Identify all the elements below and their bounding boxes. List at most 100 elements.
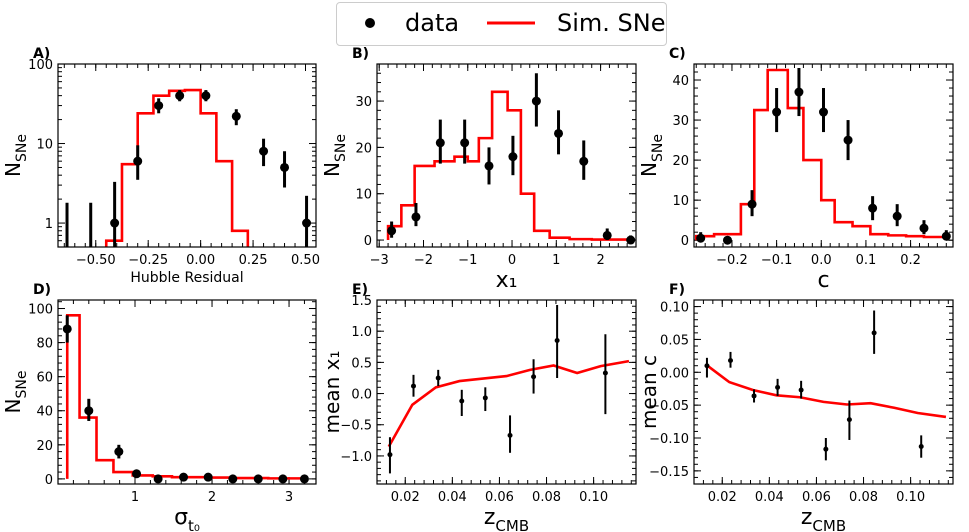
data-point	[626, 235, 636, 245]
x-axis-label: Hubble Residual	[130, 270, 243, 286]
x-tick-label: 2	[208, 490, 216, 505]
y-tick-label: −0.10	[649, 432, 689, 447]
data-point	[868, 203, 878, 213]
x-tick-label: −2	[414, 253, 433, 268]
data-point	[696, 233, 706, 243]
data-point	[819, 107, 828, 117]
x-tick-label: 1	[131, 490, 139, 505]
data-point	[772, 107, 782, 117]
y-tick-label: 0.00	[660, 366, 689, 381]
y-axis-label: NSNe	[637, 134, 666, 177]
sim-curve	[104, 88, 250, 247]
y-tick-label: 0.5	[351, 356, 372, 371]
y-tick-label: 40	[36, 405, 53, 420]
panel-label: A)	[33, 46, 50, 62]
data-point	[507, 432, 513, 438]
data-point	[460, 138, 470, 148]
data-point	[579, 156, 589, 166]
data-point	[63, 252, 72, 261]
data-point	[110, 218, 120, 228]
x-tick-label: −1	[458, 253, 477, 268]
y-tick-label: 1.0	[351, 325, 372, 340]
legend-data-marker	[365, 18, 375, 28]
y-tick-label: −1.0	[340, 450, 372, 465]
data-point	[387, 452, 393, 458]
x-tick-label: 0	[508, 253, 516, 268]
x-tick-label: −0.2	[716, 253, 748, 268]
data-point	[794, 87, 804, 97]
data-point	[823, 446, 829, 452]
y-tick-label: −0.15	[649, 465, 689, 480]
x-tick-label: 0.04	[438, 490, 467, 505]
data-point	[602, 370, 608, 376]
data-point	[201, 91, 211, 101]
y-axis-label: NSNe	[320, 134, 349, 177]
axes-frame	[693, 299, 954, 485]
data-point	[918, 444, 924, 450]
y-axis-label: mean x₁	[320, 351, 344, 434]
data-point	[410, 383, 416, 389]
plot-area	[694, 68, 951, 245]
y-tick-label: 0.0	[351, 388, 372, 403]
x-tick-label: 0.25	[239, 253, 268, 268]
x-axis-label: σt₀	[174, 505, 200, 532]
y-tick-label: 0	[364, 234, 372, 249]
data-point	[114, 447, 124, 457]
data-point	[482, 395, 488, 401]
axes-frame	[57, 299, 317, 485]
y-tick-label: 20	[355, 141, 372, 156]
panel-6: 0.02 0.04 0.06 0.08 0.10 −0.15 −0.10 −0.05 0.00 0…	[637, 282, 954, 532]
x-tick-label: 0.08	[532, 490, 561, 505]
data-point	[871, 330, 877, 336]
data-point	[554, 338, 560, 344]
x-axis-label: c	[817, 268, 829, 293]
data-point	[508, 152, 518, 162]
data-point	[228, 474, 238, 484]
data-point	[435, 138, 445, 148]
plot-area	[704, 310, 947, 461]
y-tick-label: 30	[672, 114, 689, 129]
y-tick-label: 10	[672, 194, 689, 209]
axes-frame	[376, 63, 637, 248]
data-point	[231, 111, 241, 121]
data-point	[302, 218, 312, 228]
sim-curve	[386, 90, 631, 241]
x-tick-label: 2	[596, 253, 604, 268]
y-axis-label: mean c	[637, 355, 661, 429]
data-point	[531, 96, 541, 106]
ticks	[376, 299, 636, 484]
x-tick-label: −0.50	[76, 253, 116, 268]
data-point	[62, 324, 72, 334]
x-tick-label: −0.1	[761, 253, 793, 268]
y-tick-label: 10	[355, 188, 372, 203]
data-point	[299, 474, 309, 484]
ticks	[57, 300, 316, 484]
x-tick-label: 0.50	[291, 253, 320, 268]
data-point	[531, 374, 537, 380]
y-tick-label: 10	[36, 138, 53, 153]
data-point	[411, 212, 421, 222]
x-tick-label: 0.10	[896, 490, 925, 505]
x-tick-label: 0.06	[485, 490, 514, 505]
data-point	[846, 417, 852, 423]
data-point	[843, 135, 853, 145]
y-axis-label: NSNe	[1, 134, 30, 177]
y-tick-label: 100	[28, 58, 53, 73]
data-point	[84, 406, 94, 416]
panel-label: E)	[352, 282, 368, 298]
data-point	[798, 387, 804, 393]
y-tick-label: 30	[355, 95, 372, 110]
panel-label: F)	[669, 282, 685, 298]
y-axis-label: NSNe	[1, 371, 30, 414]
plot-area	[386, 73, 636, 245]
x-axis-label: zCMB	[484, 505, 529, 532]
plot-area	[62, 314, 309, 484]
x-tick-label: 0.02	[708, 490, 737, 505]
x-tick-label: −3	[370, 253, 389, 268]
data-point	[602, 230, 612, 240]
x-tick-label: 0.02	[391, 490, 420, 505]
sim-curve	[387, 359, 630, 448]
plot-area	[63, 88, 312, 261]
